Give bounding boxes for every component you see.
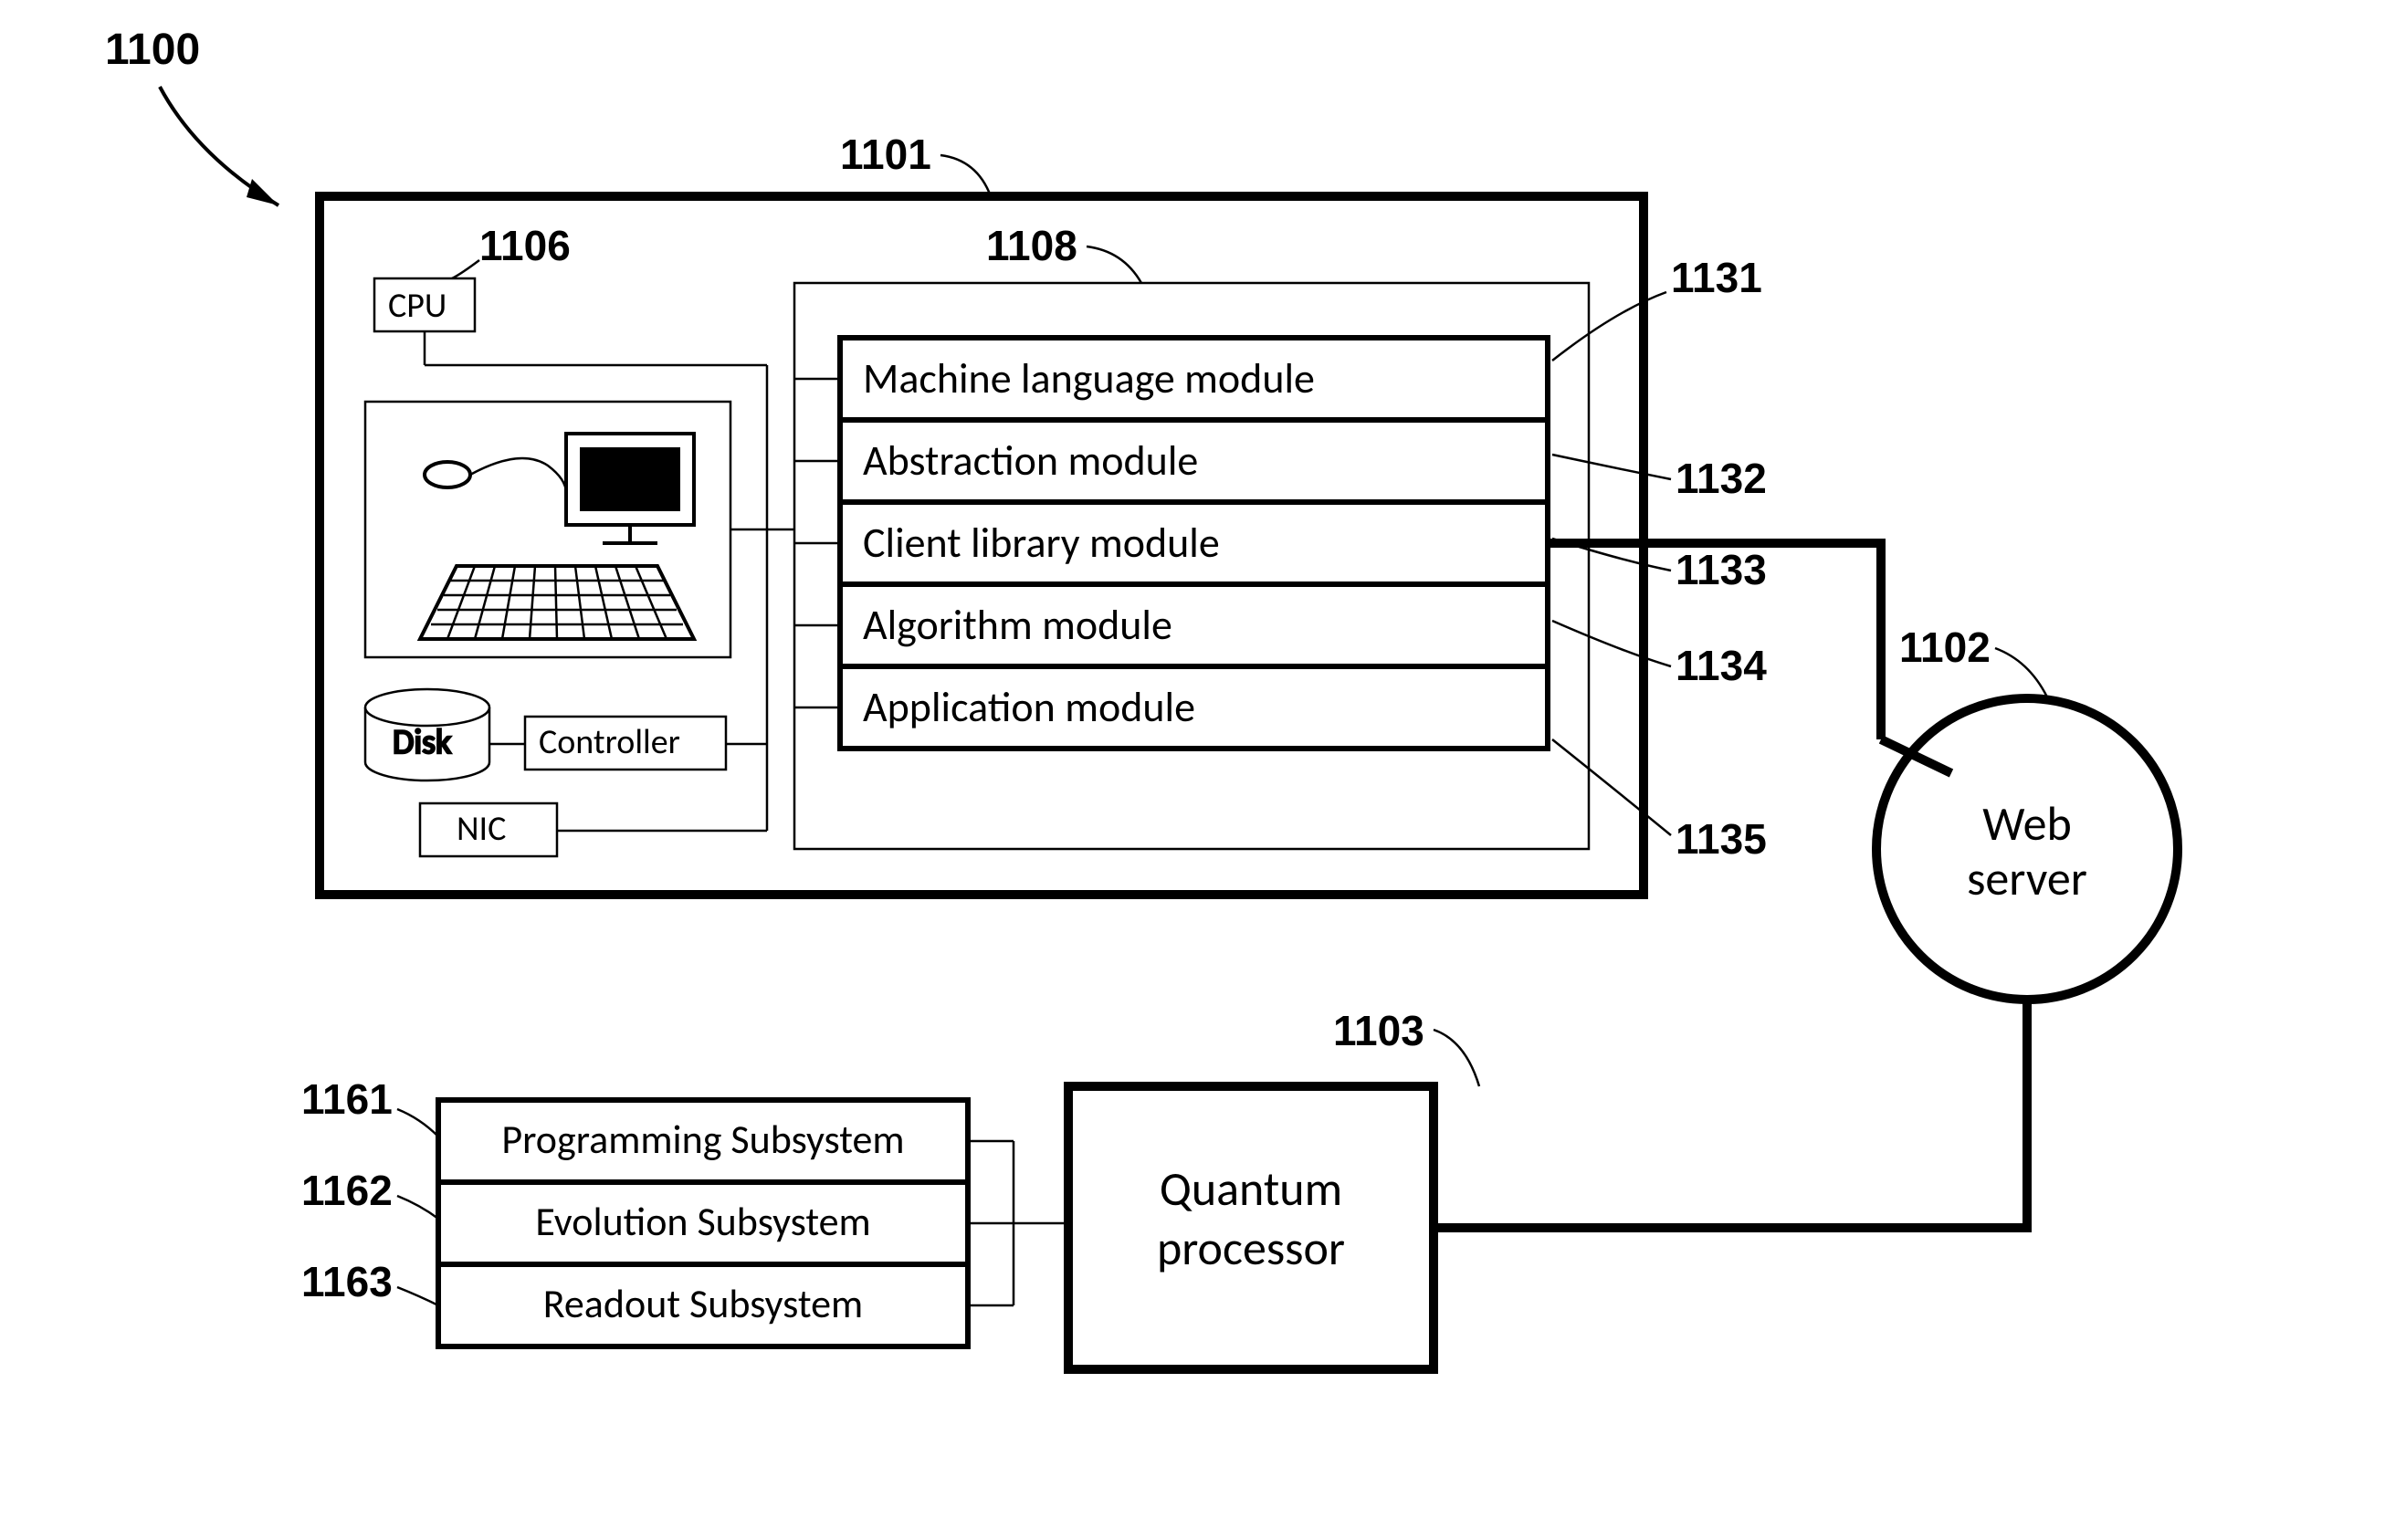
ref-1163: 1163	[301, 1258, 393, 1305]
web-server-label-1: Web	[1982, 794, 2072, 853]
module-1-label: Machine language module	[863, 353, 1315, 404]
ref-1132: 1132	[1676, 455, 1767, 502]
nic-label: NIC	[457, 808, 506, 850]
connector-qp-to-web	[1434, 1000, 2027, 1228]
ref-1133: 1133	[1676, 546, 1767, 593]
leader-1163	[397, 1287, 438, 1305]
module-3-label: Client library module	[863, 518, 1220, 569]
qp-label-1: Quantum	[1160, 1159, 1342, 1218]
ref-1135: 1135	[1676, 815, 1767, 863]
controller-label: Controller	[539, 721, 680, 763]
leader-1134	[1552, 621, 1671, 666]
disk-label: Disk	[393, 721, 451, 763]
ref-1102: 1102	[1899, 623, 1991, 671]
ref-1131: 1131	[1671, 254, 1762, 301]
leader-1103	[1434, 1030, 1479, 1086]
ref-1101: 1101	[840, 131, 931, 178]
leader-1106	[452, 260, 479, 278]
leader-1101	[940, 155, 991, 196]
ref-1161: 1161	[301, 1075, 393, 1123]
ref-1100: 1100	[105, 26, 200, 74]
leader-1162	[397, 1196, 438, 1219]
ref-1134: 1134	[1676, 642, 1767, 689]
leader-1132	[1552, 455, 1671, 479]
qp-label-2: processor	[1157, 1219, 1345, 1277]
leader-1131	[1552, 292, 1666, 361]
module-stack: Machine language module Abstraction modu…	[794, 338, 1548, 749]
subsystem-3-label: Readout Subsystem	[543, 1279, 863, 1328]
disk-icon: Disk	[365, 689, 489, 780]
desktop-icon	[365, 402, 730, 657]
cpu-label: CPU	[388, 285, 447, 327]
module-2-label: Abstraction module	[863, 435, 1198, 487]
arrowhead-1100	[247, 179, 278, 205]
module-5-label: Application module	[863, 682, 1195, 733]
subsystem-1-label: Programming Subsystem	[501, 1115, 904, 1164]
leader-1161	[397, 1109, 438, 1137]
web-server-label-2: server	[1967, 849, 2087, 907]
ref-1106: 1106	[479, 222, 571, 269]
leader-1108	[1087, 246, 1141, 283]
subsystem-stack: Programming Subsystem Evolution Subsyste…	[438, 1100, 968, 1346]
ref-1162: 1162	[301, 1167, 393, 1214]
subsystem-2-label: Evolution Subsystem	[535, 1197, 870, 1246]
ref-1108: 1108	[986, 222, 1077, 269]
leader-1135	[1552, 739, 1671, 835]
subsystem-bracket	[968, 1141, 1068, 1305]
module-4-label: Algorithm module	[863, 600, 1172, 651]
ref-1103: 1103	[1333, 1007, 1424, 1054]
